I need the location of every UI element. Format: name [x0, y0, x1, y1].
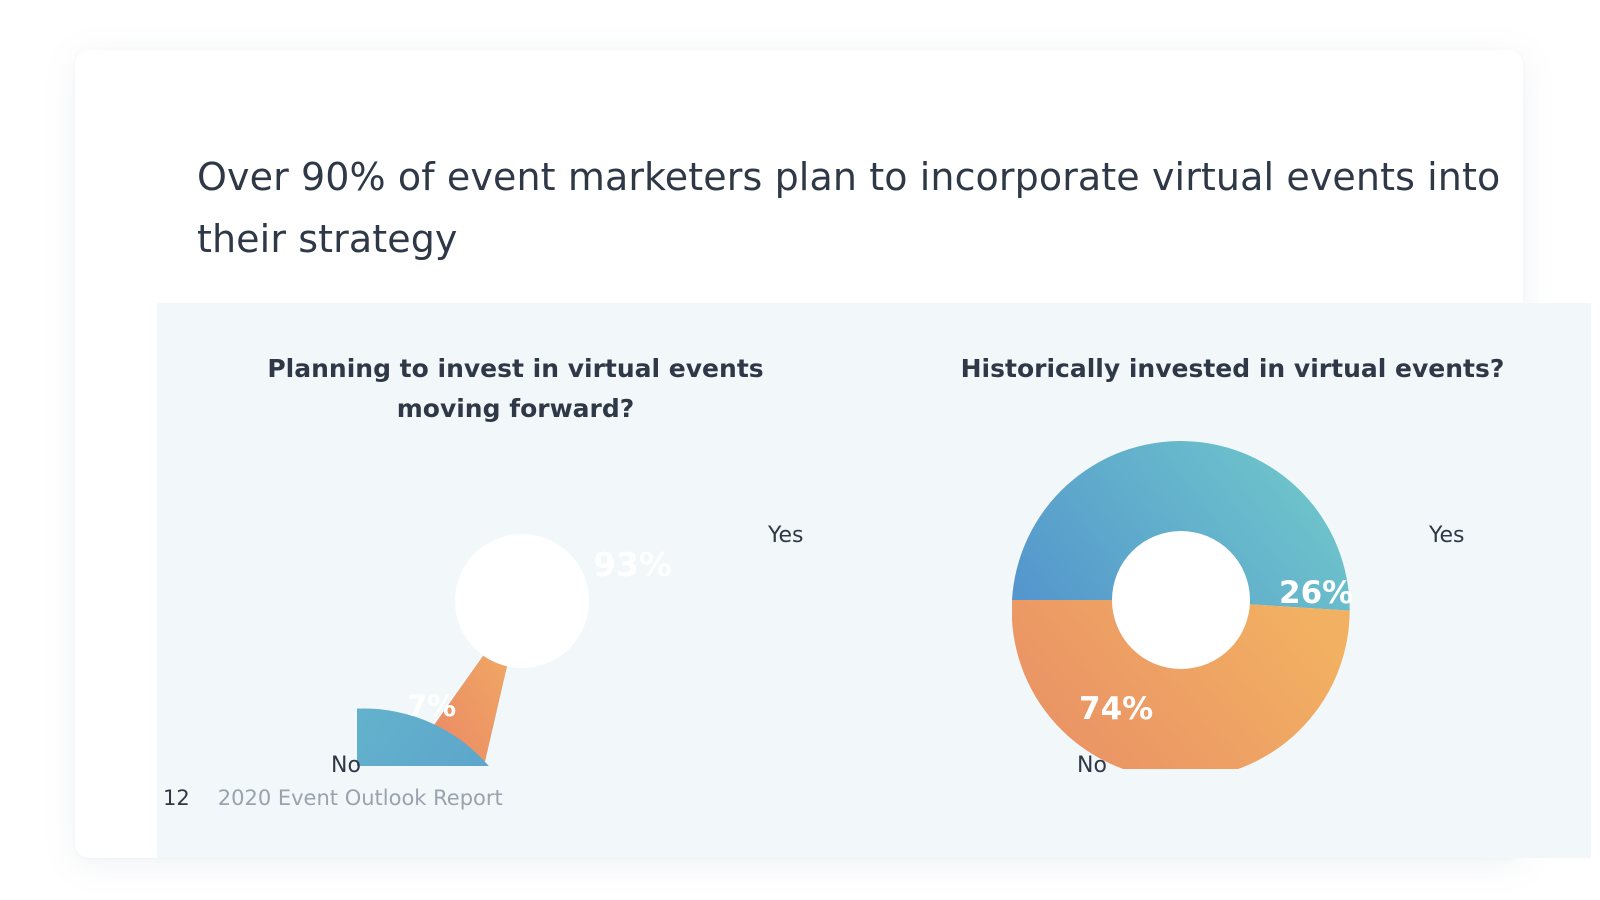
charts-panel: Planning to invest in virtual events mov… [157, 303, 1591, 858]
chart-title-historical: Historically invested in virtual events? [960, 354, 1505, 383]
donut-slice-no[interactable] [1012, 600, 1350, 769]
title-area: Over 90% of event marketers plan to inco… [197, 146, 1517, 270]
value-yes-planning: 93% [593, 545, 672, 584]
donut-chart-historical [1012, 441, 1350, 769]
donut-hole [455, 534, 589, 668]
donut-hole [1112, 531, 1250, 669]
footer-report-title: 2020 Event Outlook Report [217, 786, 503, 810]
value-no-planning: 7% [407, 689, 457, 723]
page-number: 12 [163, 786, 190, 810]
value-no-historical: 74% [1079, 691, 1154, 727]
donut-wrap-planning: Yes No 93% 7% [157, 303, 874, 858]
slide-footer: 12 2020 Event Outlook Report [163, 786, 503, 810]
charts-row: Planning to invest in virtual events mov… [157, 303, 1591, 858]
donut-wrap-historical: Yes No 26% 74% [874, 303, 1591, 858]
label-yes-historical: Yes [1429, 523, 1465, 548]
label-no-planning: No [331, 753, 361, 778]
value-yes-historical: 26% [1279, 575, 1354, 611]
slide-card: Over 90% of event marketers plan to inco… [75, 50, 1591, 858]
chart-historically-invested: Historically invested in virtual events? [874, 303, 1591, 858]
page-title: Over 90% of event marketers plan to inco… [197, 155, 1501, 261]
chart-planning-to-invest: Planning to invest in virtual events mov… [157, 303, 874, 858]
label-yes-planning: Yes [768, 523, 804, 548]
donut-slice-yes[interactable] [1012, 441, 1350, 611]
label-no-historical: No [1077, 753, 1107, 778]
donut-chart-planning [357, 534, 589, 766]
chart-title-planning: Planning to invest in virtual events mov… [267, 354, 764, 423]
